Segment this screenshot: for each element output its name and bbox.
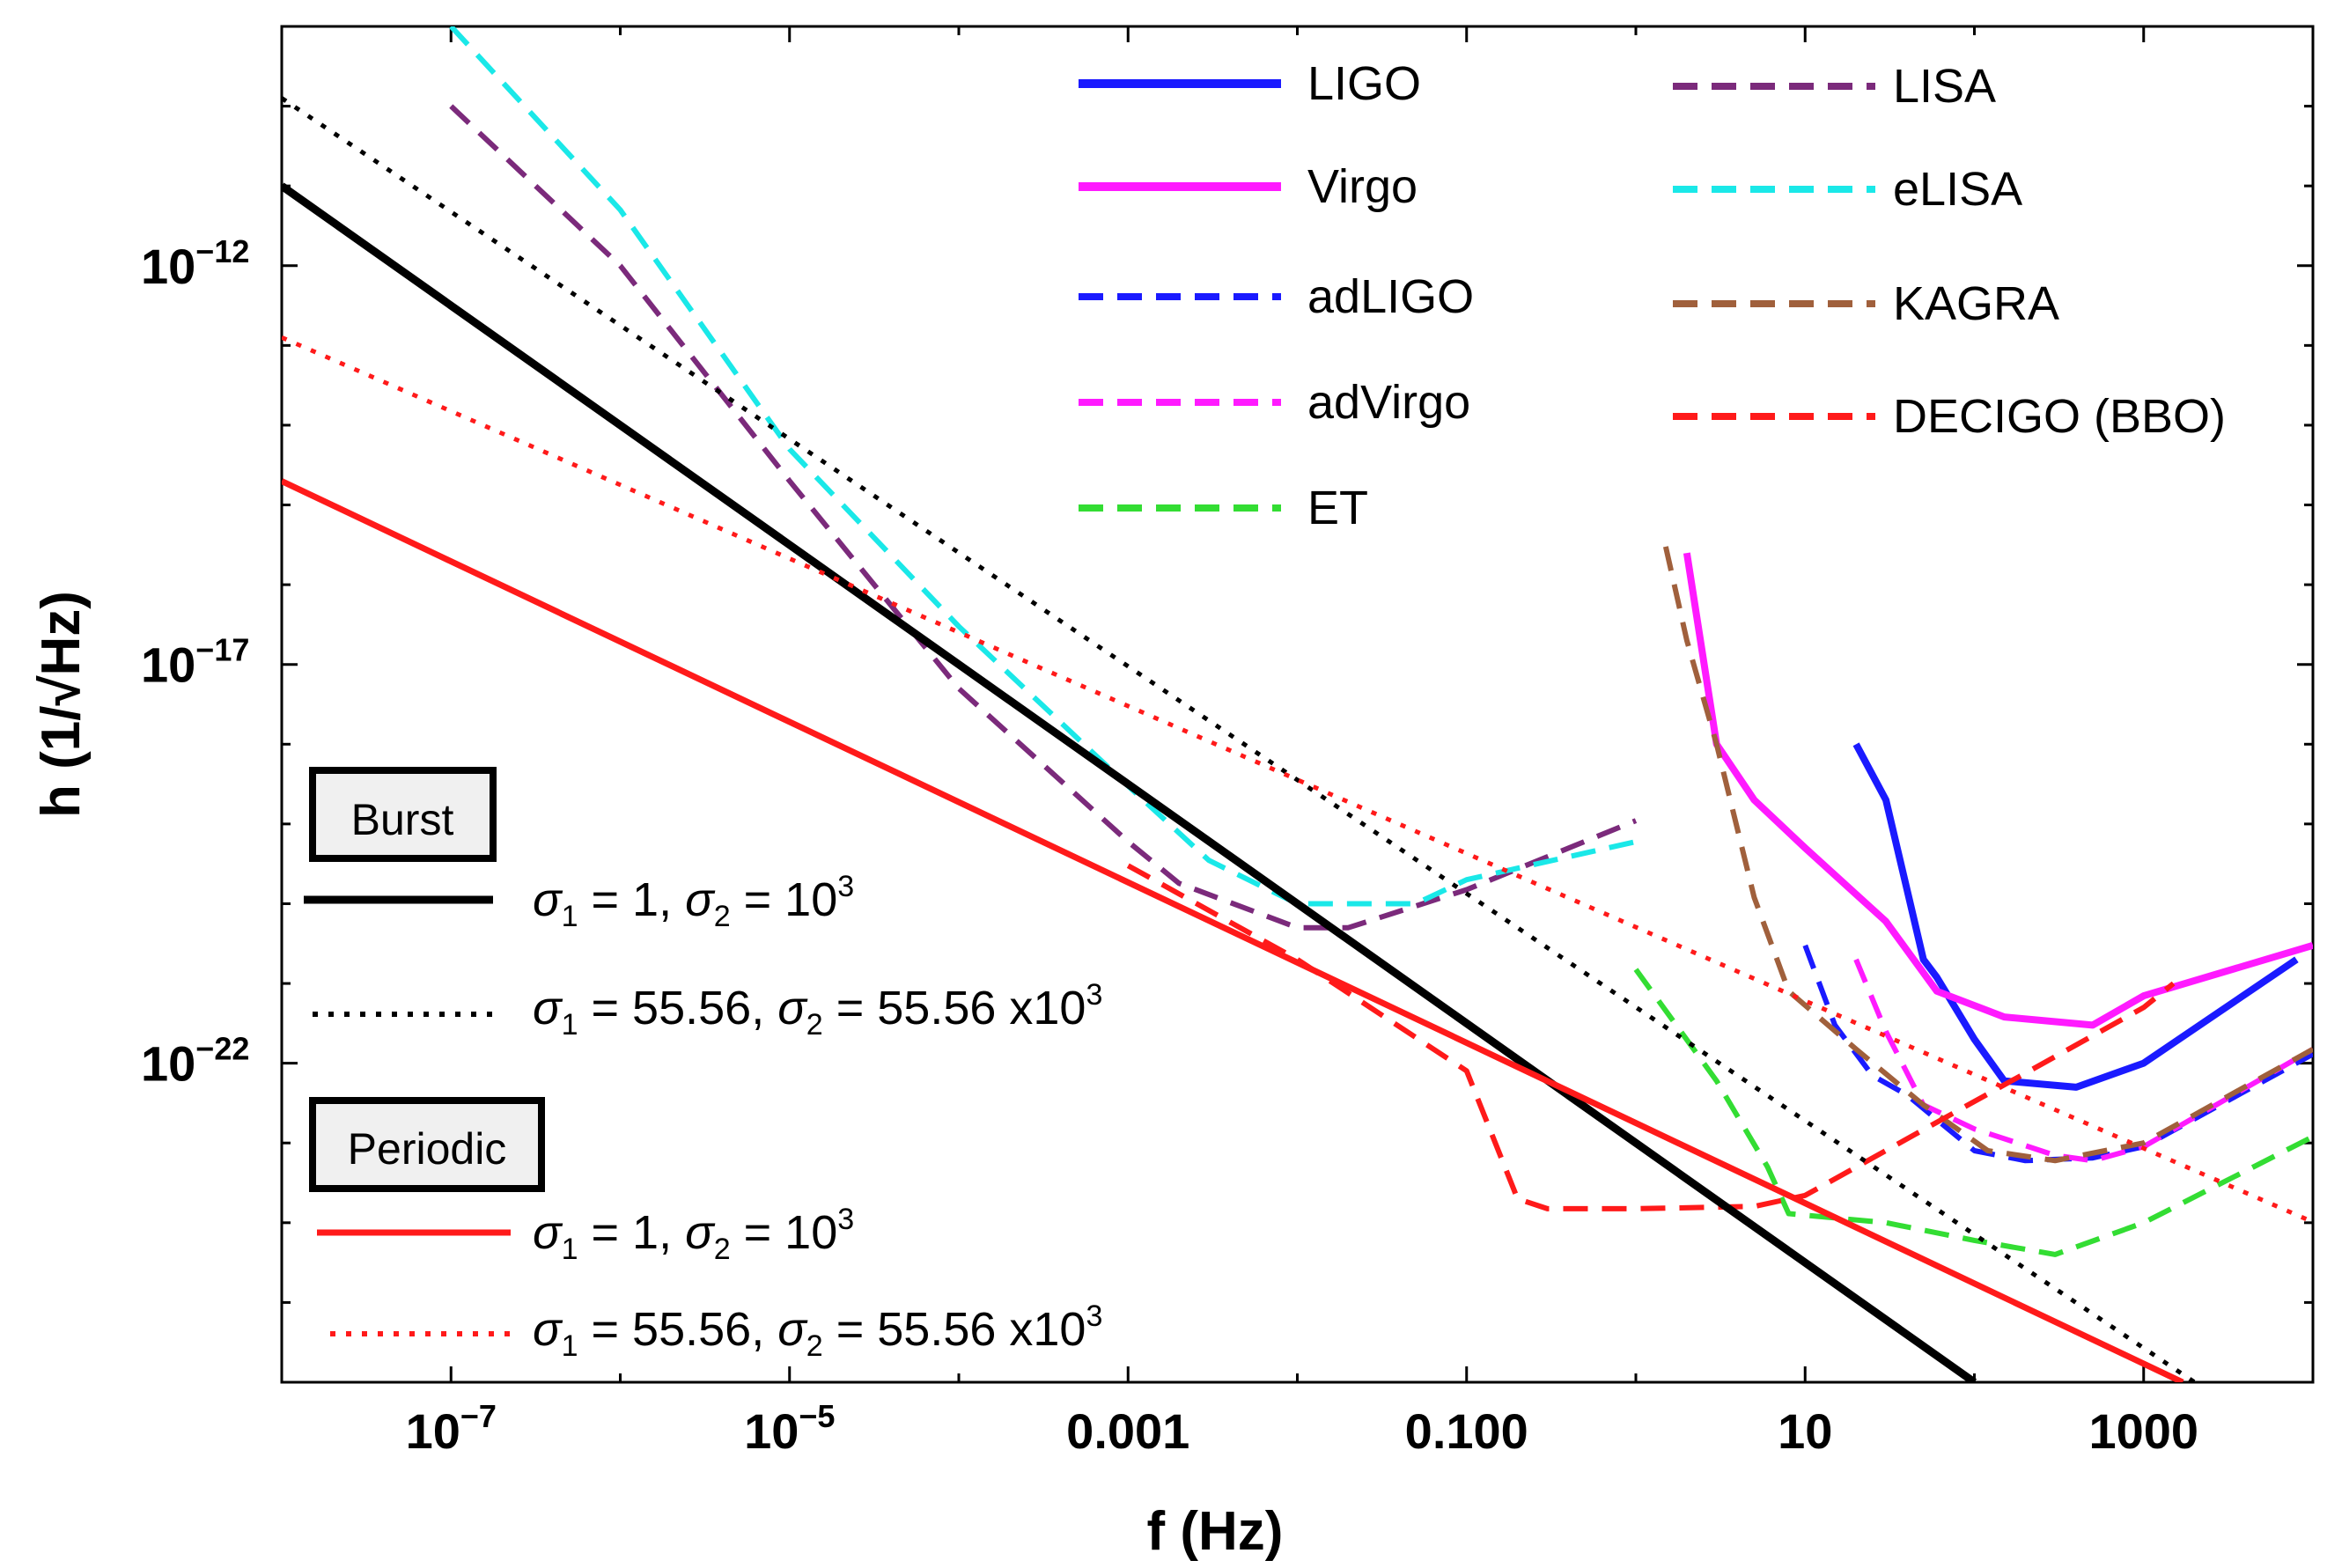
x-tick-label: 0.100 xyxy=(1405,1403,1528,1459)
svg-text:h (1/√Hz): h (1/√Hz) xyxy=(31,591,92,818)
legend-label: adVirgo xyxy=(1307,376,1470,429)
legend-label: Virgo xyxy=(1307,160,1418,213)
model-line-periodic-solid xyxy=(282,478,2184,1382)
legend-label: DECIGO (BBO) xyxy=(1893,390,2226,443)
legend-label: ET xyxy=(1307,482,1368,534)
series-decigo-bbo xyxy=(1126,863,2176,1211)
x-tick-label: 0.001 xyxy=(1066,1403,1189,1459)
series-virgo xyxy=(1683,552,2313,1029)
periodic-dotted-annotation: σ1 = 55.56, σ2 = 55.56 x103 xyxy=(533,1299,1102,1363)
axis-ticks: 10−7 10−5 0.001 0.100 10 1000 10−12 10−17 10−22 xyxy=(141,25,2315,1459)
legend: LIGO Virgo adLIGO adVirgo ET LISA eLISA KAGRA DE… xyxy=(1079,57,2226,534)
periodic-label: Periodic xyxy=(348,1124,507,1174)
legend-label: adLIGO xyxy=(1307,270,1474,323)
x-tick-label: 10−5 xyxy=(744,1398,835,1459)
series-advirgo xyxy=(1853,958,2313,1164)
x-tick-label: 10−7 xyxy=(406,1398,497,1459)
y-axis-label-root: √ xyxy=(31,675,92,706)
legend-label: eLISA xyxy=(1893,163,2022,216)
detector-curves xyxy=(449,26,2313,1257)
series-lisa xyxy=(449,104,1638,931)
model-line-periodic-dotted xyxy=(282,335,2313,1225)
periodic-solid-annotation: σ1 = 1, σ2 = 103 xyxy=(533,1203,854,1266)
series-et xyxy=(1633,968,2313,1257)
legend-label: LISA xyxy=(1893,60,1996,113)
series-kagra xyxy=(1662,546,2313,1164)
burst-box xyxy=(309,767,497,862)
model-lines xyxy=(282,96,2313,1382)
y-tick-label: 10−12 xyxy=(141,233,249,294)
y-axis-label-prefix: h (1/ xyxy=(31,706,92,818)
legend-label: LIGO xyxy=(1307,57,1421,110)
x-tick-label: 10 xyxy=(1778,1403,1832,1459)
plot-frame xyxy=(280,25,2315,1384)
burst-solid-annotation: σ1 = 1, σ2 = 103 xyxy=(533,870,854,933)
y-tick-label: 10−17 xyxy=(141,632,249,693)
burst-dotted-annotation: σ1 = 55.56, σ2 = 55.56 x103 xyxy=(533,978,1102,1042)
series-adligo xyxy=(1802,944,2313,1164)
y-tick-label: 10−22 xyxy=(141,1031,249,1092)
series-elisa xyxy=(449,26,1637,907)
series-ligo xyxy=(1852,742,2299,1091)
periodic-box xyxy=(309,1097,545,1192)
x-tick-label: 1000 xyxy=(2088,1403,2198,1459)
legend-label: KAGRA xyxy=(1893,277,2059,330)
y-axis-label: h (1/√Hz) xyxy=(31,591,92,818)
burst-label: Burst xyxy=(351,795,454,844)
model-line-burst-solid xyxy=(282,182,1977,1382)
model-line-burst-dotted xyxy=(282,96,2196,1382)
x-axis-label: f (Hz) xyxy=(1147,1501,1284,1562)
y-axis-label-unit: Hz) xyxy=(31,591,92,675)
